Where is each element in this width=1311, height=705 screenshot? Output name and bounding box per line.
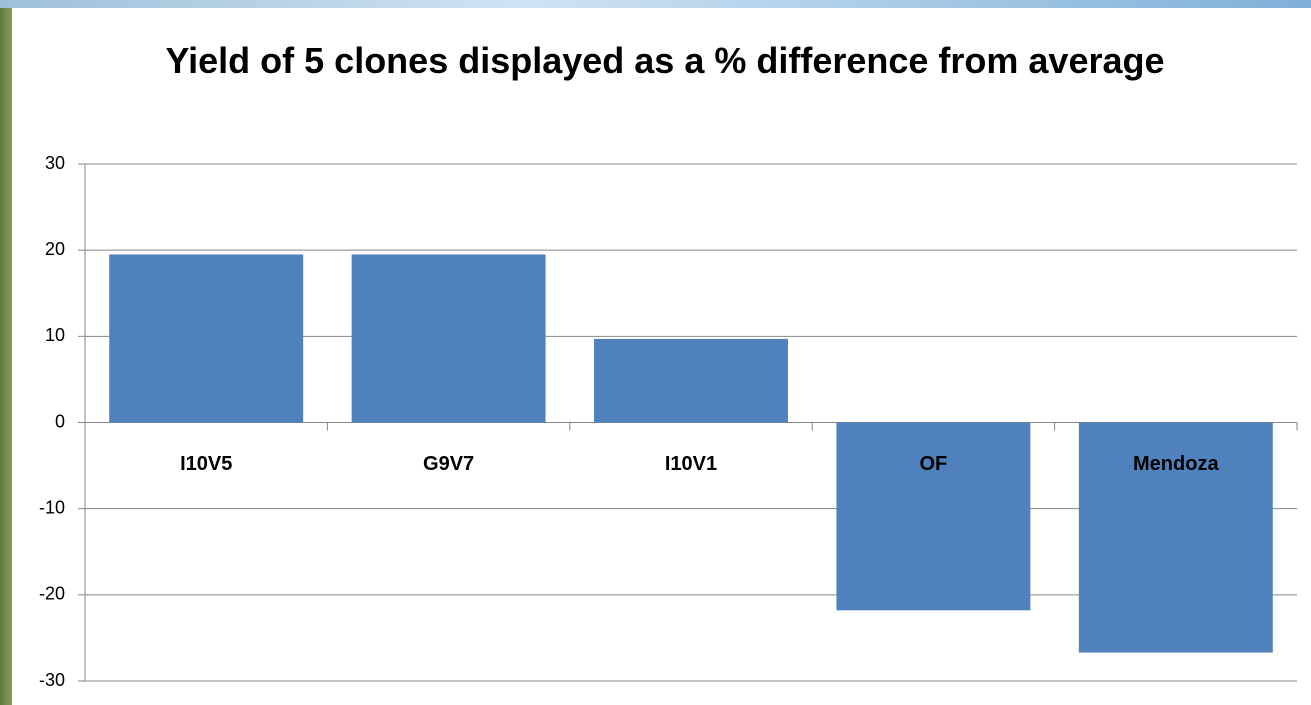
bar [594,339,788,423]
bar [352,254,546,422]
x-tick-label: I10V1 [665,453,717,475]
y-tick-label: 20 [45,239,65,259]
y-tick-label: -10 [39,497,65,517]
y-tick-label: -20 [39,584,65,604]
bar [836,423,1030,611]
chart-title: Yield of 5 clones displayed as a % diffe… [130,34,1200,88]
x-tick-label: Mendoza [1133,453,1219,475]
chart: -30 -20 -10 0 10 20 30 I10V5 G9V7 I10V1 OF Mendoza [0,0,1311,705]
y-tick-label: -30 [39,670,65,690]
x-tick-label: I10V5 [180,453,232,475]
x-tick-label: OF [920,453,948,475]
bar [109,254,303,422]
y-tick-label: 0 [55,411,65,431]
y-tick-label: 30 [45,153,65,173]
page: -30-20-100102030I10V5G9V7I10V1OFMendoza … [0,0,1311,705]
y-tick-label: 10 [45,325,65,345]
x-tick-label: G9V7 [423,453,474,475]
